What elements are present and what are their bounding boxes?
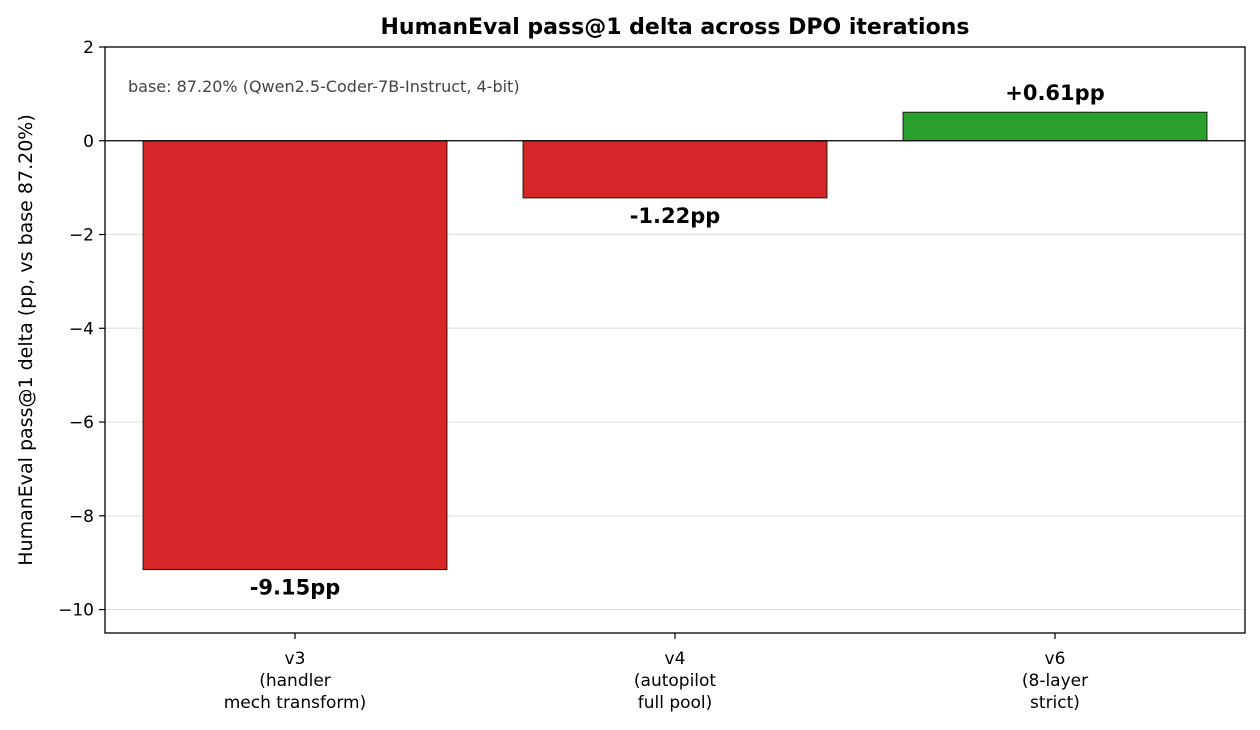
y-tick-label: −4 xyxy=(69,319,94,339)
x-tick-label: strict) xyxy=(1030,693,1080,713)
y-tick-label: −6 xyxy=(69,413,94,433)
x-tick-label: (8-layer xyxy=(1022,671,1088,691)
x-tick-label: (autopilot xyxy=(634,671,717,691)
x-tick-label: mech transform) xyxy=(224,693,367,713)
y-tick-label: 0 xyxy=(83,132,94,152)
x-tick-label: v6 xyxy=(1045,649,1066,669)
y-tick-label: −10 xyxy=(58,601,94,621)
data-label: -1.22pp xyxy=(630,204,721,228)
x-tick-label: full pool) xyxy=(638,693,713,713)
data-label: -9.15pp xyxy=(250,576,341,600)
data-labels: -9.15pp -1.22pp +0.61pp xyxy=(250,81,1105,600)
x-tick-label: v4 xyxy=(665,649,686,669)
y-tick-label: 2 xyxy=(83,38,94,58)
bar xyxy=(902,111,1208,142)
data-label: +0.61pp xyxy=(1005,81,1104,105)
chart-title: HumanEval pass@1 delta across DPO iterat… xyxy=(381,15,970,40)
y-tick-label: −8 xyxy=(69,507,94,527)
bar xyxy=(522,140,828,199)
y-tick-label: −2 xyxy=(69,226,94,246)
x-tick-label: (handler xyxy=(259,671,331,691)
base-annotation: base: 87.20% (Qwen2.5-Coder-7B-Instruct,… xyxy=(128,77,520,96)
y-axis: 2 0 −2 −4 −6 −8 −10 xyxy=(58,38,105,621)
x-tick-label: v3 xyxy=(285,649,306,669)
bar xyxy=(142,140,448,571)
y-axis-label: HumanEval pass@1 delta (pp, vs base 87.2… xyxy=(15,114,37,566)
